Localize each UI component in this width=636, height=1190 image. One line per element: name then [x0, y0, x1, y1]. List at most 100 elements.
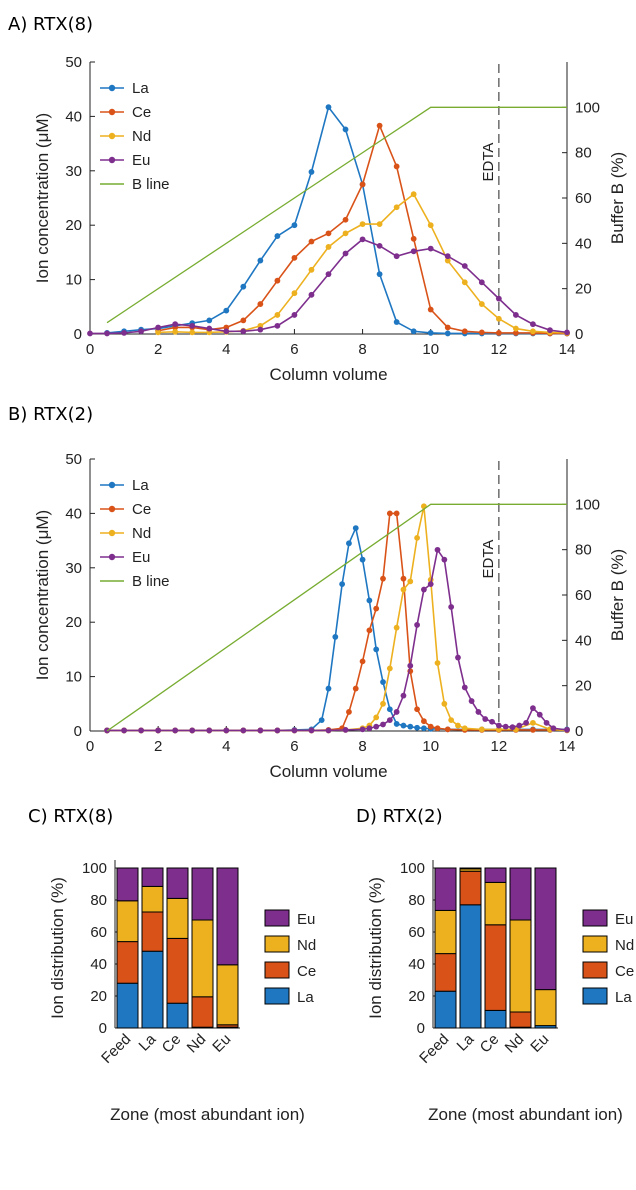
- data-point-la: [325, 685, 332, 692]
- data-point-ce: [346, 709, 352, 715]
- bar-segment-ce: [116, 941, 139, 984]
- data-point-eu: [448, 604, 455, 610]
- legend-swatch-la: [264, 987, 290, 1005]
- y2-tick-label: 60: [575, 587, 592, 604]
- data-point-eu: [482, 716, 489, 722]
- data-point-ce: [240, 317, 247, 324]
- data-point-la: [318, 717, 325, 724]
- bar-segment-eu: [166, 867, 189, 899]
- data-point-eu: [516, 722, 523, 729]
- data-point-la: [393, 319, 400, 325]
- legend-swatch-eu: [264, 909, 290, 927]
- x-tick-label: 4: [222, 738, 230, 755]
- panel-a-chromatogram: 0 2 4 6 8 10 12 1401020304050020406080100Column…: [33, 54, 627, 384]
- data-point-ce: [386, 510, 393, 517]
- data-point-la: [366, 597, 373, 604]
- data-point-eu: [468, 698, 475, 704]
- data-point-nd: [407, 578, 414, 585]
- data-point-eu: [189, 322, 196, 329]
- data-point-la: [274, 233, 281, 239]
- series-line-b-line: [106, 503, 567, 732]
- data-point-eu: [240, 727, 247, 734]
- series-line-b-line: [106, 106, 567, 324]
- data-point-nd: [308, 266, 315, 273]
- x-tick-label: 10: [422, 738, 439, 755]
- y-tick-label: 40: [90, 956, 107, 973]
- data-point-ce: [530, 727, 536, 733]
- y-tick-label: 30: [65, 163, 82, 180]
- legend-label: Nd: [297, 937, 316, 954]
- data-point-eu: [393, 709, 400, 715]
- series-line-la: [107, 525, 567, 732]
- legend-label: Eu: [615, 911, 633, 928]
- legend-marker-eu: [108, 553, 116, 561]
- data-point-eu: [523, 719, 530, 726]
- bar-segment-nd: [116, 900, 139, 943]
- data-point-eu: [373, 723, 380, 730]
- legend-label: B line: [132, 176, 170, 193]
- y-tick-label: 50: [65, 451, 82, 468]
- y-tick-label: 40: [65, 505, 82, 522]
- data-point-ce: [461, 328, 468, 335]
- legend-label: La: [132, 80, 149, 97]
- data-point-la: [352, 525, 359, 531]
- x-tick-label: 6: [290, 341, 298, 358]
- data-point-eu: [155, 727, 162, 734]
- legend-label: Nd: [132, 128, 151, 145]
- data-point-nd: [478, 726, 485, 733]
- legend-label: La: [615, 989, 632, 1006]
- data-point-ce: [400, 575, 407, 582]
- data-point-la: [325, 104, 332, 111]
- y-tick-label: 50: [65, 54, 82, 71]
- x-tick-label: 2: [154, 738, 162, 755]
- legend-swatch-eu: [582, 909, 608, 927]
- legend-marker-eu: [108, 156, 116, 164]
- legend-label: Ce: [297, 963, 316, 980]
- data-point-ce: [393, 163, 400, 170]
- bar-segment-nd: [484, 881, 507, 926]
- y-tick-label: 60: [90, 924, 107, 941]
- data-point-ce: [291, 254, 298, 261]
- legend-swatch-ce: [582, 961, 608, 979]
- data-point-eu: [455, 654, 461, 661]
- data-point-ce: [434, 725, 441, 732]
- data-point-eu: [478, 279, 485, 286]
- y-tick-label: 20: [65, 217, 82, 234]
- y2-axis-label: Buffer B (%): [608, 549, 627, 641]
- bar-segment-la: [166, 1002, 189, 1029]
- data-point-eu: [291, 312, 298, 318]
- data-point-eu: [407, 662, 414, 669]
- data-point-ce: [427, 306, 434, 313]
- data-point-la: [359, 556, 366, 563]
- data-point-nd: [380, 700, 386, 707]
- edta-annotation: EDTA: [480, 143, 497, 182]
- x-tick-label: Eu: [209, 1031, 234, 1056]
- data-point-eu: [376, 242, 383, 249]
- legend-label: B line: [132, 573, 170, 590]
- y-tick-label: 0: [74, 723, 82, 740]
- data-point-la: [407, 723, 414, 730]
- series-line-ce: [157, 123, 567, 335]
- data-point-la: [400, 722, 407, 729]
- legend-label: Ce: [132, 104, 151, 121]
- legend-label: Nd: [615, 937, 634, 954]
- data-point-ce: [427, 723, 434, 730]
- data-point-eu: [240, 328, 247, 335]
- data-point-nd: [400, 586, 407, 593]
- data-point-eu: [359, 726, 366, 733]
- x-tick-label: 8: [358, 341, 366, 358]
- bar-segment-eu: [141, 867, 164, 887]
- data-point-eu: [121, 727, 127, 734]
- data-point-ce: [393, 510, 400, 517]
- data-point-eu: [223, 328, 230, 335]
- data-point-ce: [495, 330, 502, 336]
- legend-marker-la: [108, 84, 116, 92]
- data-point-la: [427, 330, 434, 336]
- data-point-nd: [461, 725, 468, 732]
- data-point-la: [410, 328, 417, 335]
- data-point-nd: [325, 244, 332, 250]
- data-point-eu: [257, 727, 264, 734]
- x-tick-label: 14: [559, 738, 576, 755]
- data-point-eu: [475, 709, 482, 715]
